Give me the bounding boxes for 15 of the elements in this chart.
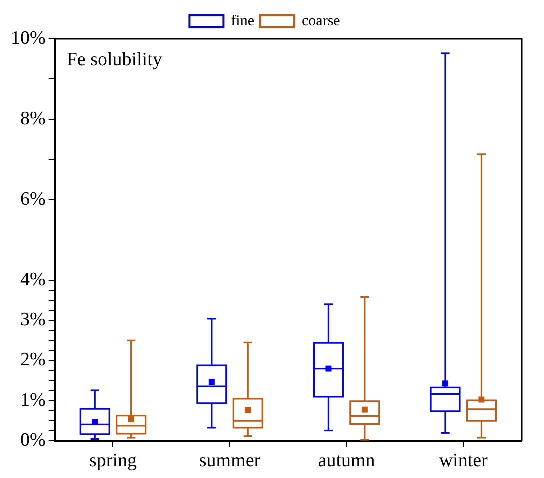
- text: Fe solubility: [66, 49, 163, 70]
- y-tick-label: 2%: [20, 350, 46, 371]
- y-tick-label: 3%: [20, 310, 46, 331]
- y-tick-label: 4%: [20, 269, 46, 290]
- y-tick-label: 10%: [11, 28, 46, 49]
- x-tick-label: summer: [199, 450, 262, 472]
- legend-label: coarse: [302, 13, 341, 30]
- y-tick-label: 0%: [20, 430, 46, 452]
- y-tick-label: 8%: [20, 108, 46, 130]
- legend-label: fine: [231, 13, 255, 30]
- y-tick-label: 1%: [20, 390, 46, 411]
- y-tick-label: 6%: [20, 188, 46, 210]
- x-tick-label: autumn: [318, 450, 376, 472]
- x-tick-label: winter: [439, 450, 489, 472]
- x-tick-label: spring: [89, 450, 138, 472]
